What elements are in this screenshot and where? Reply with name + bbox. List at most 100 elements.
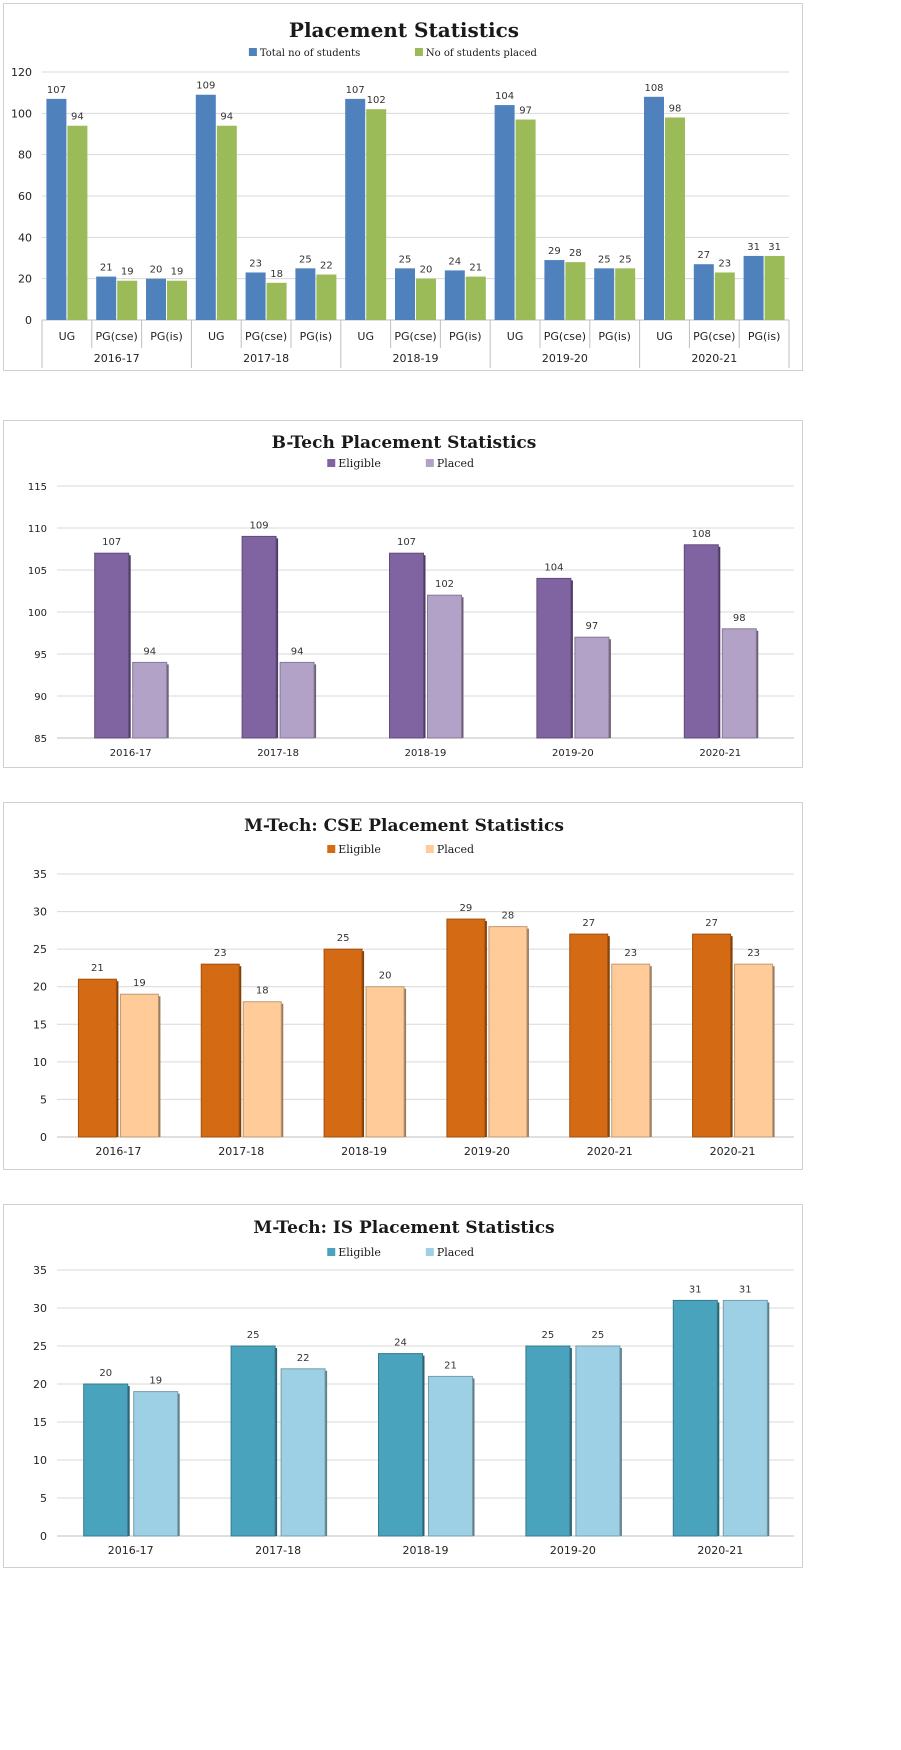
y-tick-overall-120: 120 (11, 66, 32, 79)
chart-panel-mtech-cse: M-Tech: CSE Placement Statistics Eligible… (3, 802, 803, 1170)
bar-btech-s0-4 (683, 544, 719, 739)
data-label-btech-s0-0: 107 (102, 537, 121, 548)
bar-overall-s1-8 (465, 276, 486, 320)
bar-overall-s1-14 (764, 255, 785, 320)
bar-overall-s0-12 (644, 96, 664, 320)
x-group-label-overall-3: 2019-20 (542, 352, 588, 365)
y-tick-overall-40: 40 (18, 231, 32, 244)
data-label-mtech-cse-s1-1: 18 (256, 986, 269, 997)
data-label-mtech-cse-s1-2: 20 (379, 971, 392, 982)
bar-mtech-is-s0-2 (378, 1353, 423, 1537)
x-tick-mtech-is-4: 2020-21 (697, 1544, 743, 1557)
y-tick-btech-115: 115 (28, 482, 47, 493)
data-label-mtech-cse-s0-1: 23 (214, 948, 227, 959)
x-subtick-overall-0: UG (59, 330, 76, 343)
data-label-overall-s1-14: 31 (768, 242, 781, 253)
x-group-label-overall-0: 2016-17 (94, 352, 140, 365)
bar-mtech-is-s1-0 (133, 1391, 179, 1537)
y-tick-btech-95: 95 (34, 650, 47, 661)
data-label-mtech-cse-s1-5: 23 (747, 948, 760, 959)
x-tick-btech-2: 2018-19 (405, 748, 447, 759)
y-tick-overall-60: 60 (18, 190, 32, 203)
data-label-overall-s0-9: 104 (495, 91, 514, 102)
data-label-overall-s0-13: 27 (697, 250, 710, 261)
bar-mtech-cse-s0-1 (200, 963, 240, 1138)
bar-mtech-cse-s1-4 (611, 963, 651, 1138)
y-tick-btech-85: 85 (34, 734, 47, 745)
legend-swatch-mtech-is-0 (327, 1248, 336, 1256)
data-label-overall-s0-5: 25 (299, 254, 312, 265)
data-label-overall-s1-6: 102 (367, 95, 386, 106)
x-tick-mtech-cse-5: 2020-21 (710, 1145, 756, 1158)
data-label-overall-s0-2: 20 (150, 265, 163, 276)
y-tick-mtech-is-25: 25 (33, 1340, 47, 1353)
bar-mtech-cse-s1-1 (242, 1001, 282, 1138)
data-label-btech-s0-3: 104 (544, 562, 563, 573)
bar-btech-s0-3 (536, 577, 572, 739)
data-label-mtech-is-s1-2: 21 (444, 1360, 457, 1371)
y-tick-mtech-is-15: 15 (33, 1416, 47, 1429)
data-label-overall-s1-0: 94 (71, 112, 84, 123)
x-tick-btech-1: 2017-18 (257, 748, 299, 759)
y-tick-mtech-is-0: 0 (40, 1530, 47, 1543)
data-label-btech-s0-2: 107 (397, 537, 416, 548)
bar-overall-s0-10 (544, 260, 565, 320)
data-label-mtech-is-s1-0: 19 (149, 1376, 162, 1387)
bar-overall-s0-7 (395, 268, 415, 320)
bar-btech-s1-1 (279, 661, 315, 739)
data-label-mtech-is-s0-4: 31 (689, 1284, 702, 1295)
chart-panel-mtech-is: M-Tech: IS Placement Statistics Eligible P… (3, 1204, 803, 1568)
bar-overall-s1-3 (216, 125, 237, 320)
legend-swatch-mtech-is-1 (425, 1248, 434, 1256)
x-tick-mtech-is-0: 2016-17 (108, 1544, 154, 1557)
data-label-overall-s1-4: 18 (270, 269, 283, 280)
chart-panel-btech: B-Tech Placement Statistics Eligible Place… (3, 420, 803, 768)
x-group-label-overall-4: 2020-21 (691, 352, 737, 365)
x-tick-btech-4: 2020-21 (699, 748, 741, 759)
chart-btech-svg: B-Tech Placement Statistics Eligible Place… (28, 433, 794, 759)
bar-mtech-cse-s1-3 (488, 926, 528, 1138)
x-subtick-overall-13: PG(cse) (693, 330, 735, 343)
bar-mtech-is-s0-3 (525, 1345, 571, 1537)
data-label-overall-s0-12: 108 (644, 83, 663, 94)
data-label-mtech-is-s0-1: 25 (247, 1330, 260, 1341)
bar-overall-s0-13 (693, 264, 714, 320)
bar-overall-s1-2 (167, 280, 187, 320)
bar-mtech-cse-s1-0 (119, 993, 159, 1138)
data-label-overall-s1-10: 28 (569, 248, 582, 259)
y-tick-mtech-cse-30: 30 (33, 906, 47, 919)
data-label-overall-s0-4: 23 (249, 258, 262, 269)
data-label-mtech-cse-s1-3: 28 (502, 911, 515, 922)
y-tick-btech-105: 105 (28, 566, 47, 577)
bar-overall-s0-14 (743, 255, 764, 320)
x-tick-mtech-is-1: 2017-18 (255, 1544, 301, 1557)
x-subtick-overall-4: PG(cse) (245, 330, 287, 343)
y-tick-overall-100: 100 (11, 107, 32, 120)
data-label-btech-s1-0: 94 (143, 646, 156, 657)
chart-title-overall: Placement Statistics (289, 18, 519, 42)
data-label-mtech-is-s0-0: 20 (99, 1368, 112, 1379)
data-label-overall-s1-2: 19 (171, 267, 184, 278)
chart-panel-overall: Placement Statistics Total no of students… (3, 3, 803, 371)
bar-overall-s1-4 (266, 282, 287, 320)
data-label-mtech-cse-s0-3: 29 (460, 903, 473, 914)
bar-mtech-cse-s0-0 (77, 978, 117, 1138)
x-subtick-overall-10: PG(cse) (544, 330, 586, 343)
data-label-overall-s0-8: 24 (448, 256, 461, 267)
bar-btech-s1-0 (132, 661, 168, 739)
data-label-mtech-cse-s0-4: 27 (582, 918, 595, 929)
data-label-overall-s0-3: 109 (196, 81, 215, 92)
bar-btech-s1-2 (427, 594, 462, 739)
data-label-btech-s1-2: 102 (435, 579, 454, 590)
x-tick-mtech-cse-4: 2020-21 (587, 1145, 633, 1158)
data-label-mtech-cse-s1-0: 19 (133, 978, 146, 989)
data-label-overall-s0-0: 107 (47, 85, 66, 96)
x-tick-btech-0: 2016-17 (110, 748, 152, 759)
bar-btech-s0-2 (389, 552, 424, 739)
bar-mtech-cse-s1-5 (734, 963, 774, 1138)
y-tick-overall-0: 0 (25, 314, 32, 327)
legend-label-btech-1: Placed (437, 457, 474, 470)
bar-mtech-is-s0-0 (83, 1383, 129, 1537)
bar-mtech-is-s0-4 (672, 1299, 718, 1537)
x-subtick-overall-14: PG(is) (748, 330, 781, 343)
